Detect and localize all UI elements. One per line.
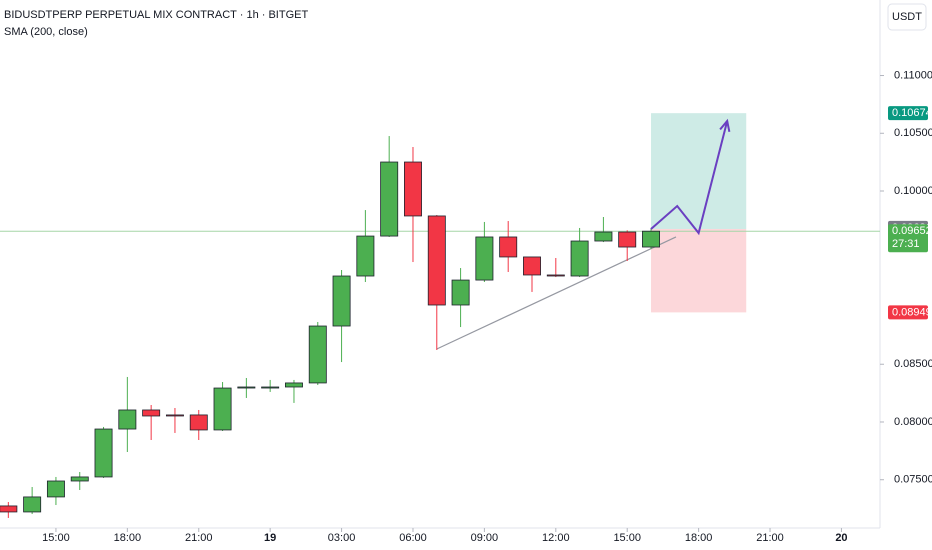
candle-body <box>642 230 660 248</box>
chart-title: BIDUSDTPERP PERPETUAL MIX CONTRACT · 1h … <box>4 9 308 21</box>
x-tick-label: 20 <box>835 532 847 544</box>
candle-body <box>165 414 184 417</box>
price-label: 0.08949 <box>892 306 932 318</box>
candle-body <box>451 279 470 306</box>
candle-body <box>213 387 232 431</box>
arrow-head <box>719 118 731 133</box>
candle-body <box>308 325 327 384</box>
candle-body <box>142 409 161 417</box>
price-label-bg <box>888 305 928 320</box>
candle-body <box>118 409 137 430</box>
x-tick-label: 18:00 <box>685 532 713 544</box>
indicator-label: SMA (200, close) <box>4 26 88 38</box>
candle-body <box>380 161 399 237</box>
x-tick-label: 03:00 <box>328 532 356 544</box>
candle-body <box>618 231 637 248</box>
candle-body <box>427 215 446 306</box>
target-zone <box>651 113 747 230</box>
x-tick-label: 18:00 <box>114 532 142 544</box>
plot <box>0 113 880 518</box>
x-tick-label: 15:00 <box>613 532 641 544</box>
candle-body <box>499 236 518 258</box>
currency-label[interactable]: USDT <box>892 11 922 23</box>
countdown: 27:31 <box>892 238 920 250</box>
y-tick-label: 0.10000 <box>894 185 932 197</box>
candle-body <box>261 386 280 389</box>
candle-body <box>523 256 541 276</box>
x-tick-label: 12:00 <box>542 532 570 544</box>
currency-button[interactable] <box>887 3 927 31</box>
candle-body <box>23 496 42 513</box>
projection-arrow <box>650 120 729 236</box>
candle-body <box>356 235 375 277</box>
y-tick-label: 0.11000 <box>894 69 932 81</box>
price-label: 0.10674 <box>892 107 932 119</box>
x-tick-label: 21:00 <box>185 532 213 544</box>
price-label-bg <box>888 106 928 121</box>
candle-body <box>570 240 589 277</box>
x-tick-label: 15:00 <box>42 532 70 544</box>
candle-body <box>237 386 256 389</box>
x-tick-label: 06:00 <box>399 532 427 544</box>
x-tick-label: 09:00 <box>471 532 499 544</box>
candle-body <box>0 505 18 513</box>
candle-body <box>46 480 65 498</box>
y-tick-label: 0.07500 <box>894 474 932 486</box>
candle-body <box>70 476 89 482</box>
candle-body <box>546 274 565 277</box>
candle-body <box>475 236 494 281</box>
candle-body <box>594 231 613 242</box>
trend-line <box>436 236 677 350</box>
y-tick-label: 0.08000 <box>894 416 932 428</box>
y-tick-label: 0.10500 <box>894 127 932 139</box>
candle-body <box>284 382 303 388</box>
price-label: 0.09652 <box>892 225 932 237</box>
y-tick-label: 0.08500 <box>894 358 932 370</box>
stop-zone <box>651 229 747 313</box>
price-label-bg <box>888 224 928 253</box>
candle-body <box>189 414 208 431</box>
candle-body <box>332 275 351 327</box>
candle-body <box>404 161 422 217</box>
x-tick-label: 21:00 <box>756 532 784 544</box>
x-tick-label: 19 <box>264 532 276 544</box>
candle-body <box>94 428 113 478</box>
